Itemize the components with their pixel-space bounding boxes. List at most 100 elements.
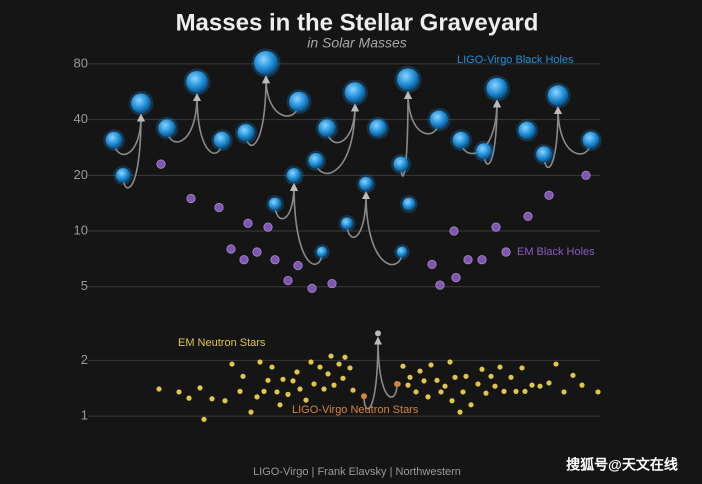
- point: [434, 377, 440, 383]
- point: [336, 361, 342, 367]
- point: [405, 382, 411, 388]
- series-label: EM Black Holes: [517, 246, 595, 258]
- point: [131, 93, 151, 114]
- y-tick-label: 20: [74, 167, 88, 182]
- point: [582, 131, 600, 149]
- point: [186, 70, 208, 93]
- point: [477, 255, 487, 265]
- point: [186, 395, 192, 401]
- y-tick-label: 5: [81, 278, 88, 293]
- point: [237, 124, 255, 142]
- y-tick-label: 40: [74, 111, 88, 126]
- point: [581, 170, 591, 180]
- point: [447, 359, 453, 365]
- point: [359, 176, 373, 191]
- point: [269, 364, 275, 370]
- point: [486, 77, 508, 99]
- point: [519, 365, 525, 371]
- merger-arrow: [363, 336, 382, 410]
- point: [261, 388, 267, 394]
- point: [413, 389, 419, 395]
- point: [331, 382, 337, 388]
- point: [237, 388, 243, 394]
- point: [240, 373, 246, 379]
- point: [369, 119, 387, 137]
- point: [341, 217, 353, 230]
- y-tick-label: 80: [74, 55, 88, 70]
- point: [294, 369, 300, 375]
- point: [497, 364, 503, 370]
- point: [277, 402, 283, 408]
- point: [201, 416, 207, 422]
- point: [438, 389, 444, 395]
- point: [289, 91, 309, 112]
- series-label: EM Neutron Stars: [178, 337, 266, 349]
- point: [158, 119, 176, 137]
- point: [488, 373, 494, 379]
- point: [239, 255, 249, 265]
- point: [361, 393, 367, 400]
- point: [475, 381, 481, 387]
- point: [537, 383, 543, 389]
- point: [115, 168, 131, 183]
- point: [435, 280, 445, 290]
- point: [268, 197, 282, 211]
- point: [508, 374, 514, 380]
- point: [501, 388, 507, 394]
- point: [308, 359, 314, 365]
- point: [442, 383, 448, 389]
- point: [213, 131, 231, 149]
- point: [293, 261, 303, 271]
- point: [290, 378, 296, 384]
- point: [595, 389, 601, 395]
- point: [347, 365, 353, 371]
- point: [396, 68, 420, 91]
- point: [501, 247, 511, 257]
- point: [243, 218, 253, 228]
- point: [476, 143, 492, 160]
- point: [252, 247, 262, 257]
- point: [570, 372, 576, 378]
- point: [270, 255, 280, 265]
- point: [156, 386, 162, 392]
- point: [491, 222, 501, 232]
- point: [421, 378, 427, 384]
- series-label: LIGO-Virgo Black Holes: [457, 54, 574, 66]
- point: [328, 353, 334, 359]
- point: [460, 389, 466, 395]
- chart-title: Masses in the Stellar Graveyard: [176, 9, 539, 36]
- point: [342, 354, 348, 360]
- point: [303, 397, 309, 403]
- point: [518, 121, 536, 140]
- point: [536, 146, 552, 163]
- point: [254, 50, 278, 75]
- point: [529, 382, 535, 388]
- point: [286, 168, 302, 183]
- point: [452, 131, 470, 149]
- point: [428, 362, 434, 368]
- point: [449, 398, 455, 404]
- point: [407, 374, 413, 380]
- point: [280, 376, 286, 382]
- point: [553, 361, 559, 367]
- point: [579, 382, 585, 388]
- point: [311, 381, 317, 387]
- point: [274, 389, 280, 395]
- point: [105, 131, 123, 149]
- point: [483, 390, 489, 396]
- point: [285, 391, 291, 397]
- point: [176, 389, 182, 395]
- point: [479, 366, 485, 372]
- merger-arrow: [374, 336, 398, 398]
- point: [427, 259, 437, 270]
- point: [222, 398, 228, 404]
- point: [546, 380, 552, 386]
- point: [523, 211, 533, 221]
- point: [429, 110, 449, 129]
- y-tick-label: 10: [74, 222, 88, 237]
- watermark: 搜狐号@天文在线: [566, 457, 678, 473]
- point: [344, 82, 366, 103]
- y-tick-label: 2: [81, 352, 88, 367]
